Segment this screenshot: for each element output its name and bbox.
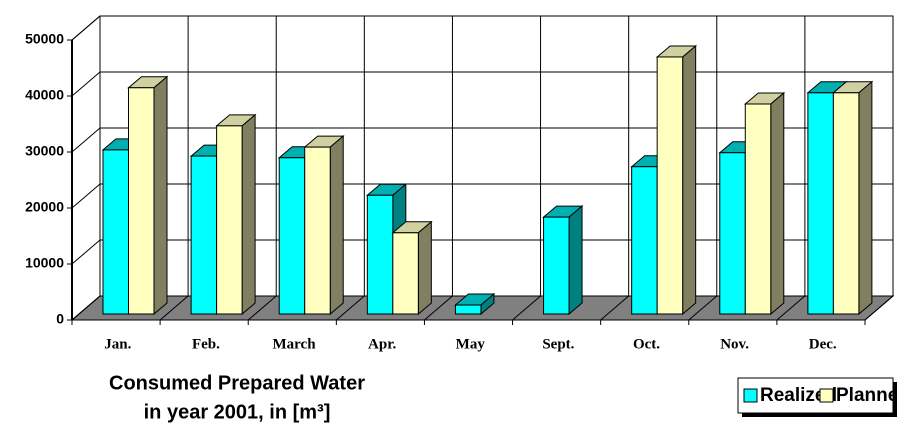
bar bbox=[744, 103, 772, 315]
floor-line bbox=[512, 295, 541, 321]
legend-swatch bbox=[819, 388, 834, 403]
y-tick-label: 10000 bbox=[25, 255, 64, 271]
grid-line bbox=[71, 71, 101, 97]
y-tick-label: 30000 bbox=[25, 143, 64, 159]
x-tick-label: March bbox=[273, 336, 317, 352]
bar-side bbox=[770, 91, 785, 316]
y-tick-label: 40000 bbox=[25, 87, 64, 103]
bar-side bbox=[153, 75, 168, 316]
grid-line bbox=[71, 239, 101, 265]
bar-3d bbox=[655, 44, 698, 316]
x-tick-label: May bbox=[456, 336, 486, 352]
x-tick-label: Apr. bbox=[368, 336, 396, 352]
floor-line bbox=[688, 295, 718, 321]
bar bbox=[631, 166, 658, 315]
legend bbox=[737, 377, 894, 414]
bar-3d bbox=[215, 113, 257, 316]
bar-3d bbox=[303, 135, 345, 316]
bar bbox=[719, 152, 746, 315]
bar bbox=[807, 92, 834, 315]
x-tick-label: Nov. bbox=[720, 336, 749, 352]
bar bbox=[304, 146, 331, 315]
bar-side bbox=[682, 44, 697, 316]
legend-label: Planned bbox=[836, 385, 897, 406]
x-tick-label: Sept. bbox=[542, 336, 574, 352]
grid-line bbox=[71, 127, 101, 153]
bar bbox=[102, 149, 129, 315]
bar bbox=[216, 125, 243, 315]
bar-side bbox=[241, 113, 256, 316]
bar bbox=[543, 216, 570, 315]
floor-line bbox=[424, 295, 453, 321]
floor-line bbox=[600, 295, 629, 321]
floor-line bbox=[336, 295, 365, 321]
x-tick-label: Oct. bbox=[633, 336, 660, 352]
bar-3d bbox=[542, 205, 584, 316]
y-tick-label: 50000 bbox=[25, 31, 64, 47]
bar bbox=[454, 304, 482, 315]
bar bbox=[832, 92, 860, 315]
floor-line bbox=[159, 295, 189, 321]
bar-3d bbox=[743, 91, 786, 316]
grid-line bbox=[71, 295, 101, 321]
bar-side bbox=[858, 80, 873, 316]
x-tick-label: Dec. bbox=[809, 336, 837, 352]
bar-side bbox=[568, 205, 583, 316]
chart-title: in year 2001, in [m³] bbox=[144, 401, 331, 423]
grid-line bbox=[71, 183, 101, 209]
bar bbox=[656, 56, 684, 315]
bar-side bbox=[417, 220, 432, 316]
bar bbox=[366, 194, 394, 315]
bar-3d bbox=[391, 220, 433, 316]
y-axis bbox=[71, 15, 101, 41]
bar-side bbox=[329, 135, 344, 316]
x-tick-label: Feb. bbox=[192, 336, 220, 352]
floor-line bbox=[776, 295, 806, 321]
bar bbox=[392, 232, 419, 315]
bar-3d bbox=[127, 75, 169, 316]
y-tick-label: 0 bbox=[56, 311, 64, 327]
legend-label: Realized bbox=[760, 385, 837, 406]
bar bbox=[190, 155, 218, 315]
legend-swatch bbox=[743, 388, 758, 403]
bar-3d bbox=[832, 80, 874, 316]
y-tick-label: 20000 bbox=[25, 199, 64, 215]
bar bbox=[278, 157, 306, 315]
chart-title: Consumed Prepared Water bbox=[109, 372, 365, 394]
floor-line bbox=[864, 295, 894, 321]
x-tick-label: Jan. bbox=[104, 336, 131, 352]
bar bbox=[128, 87, 155, 315]
floor-line bbox=[247, 295, 277, 321]
bar-3d bbox=[454, 292, 496, 316]
